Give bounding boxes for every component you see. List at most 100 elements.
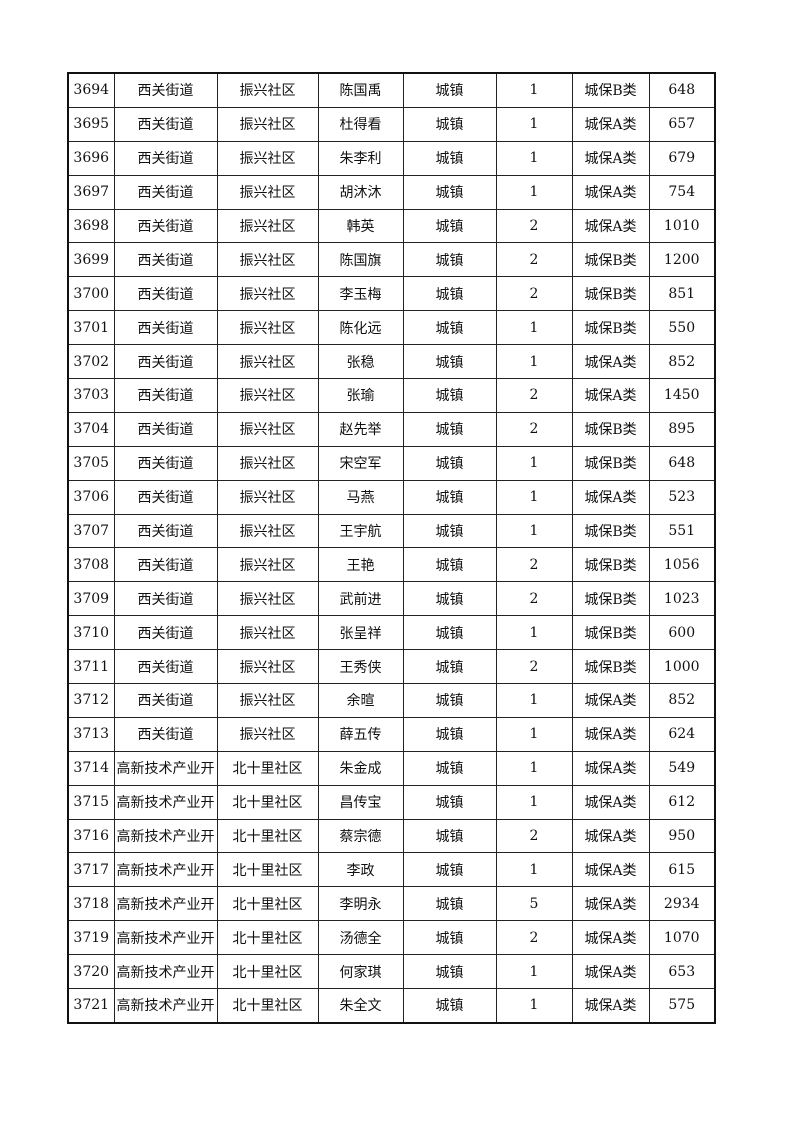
cell-amount: 852 xyxy=(648,344,716,380)
cell-row-number: 3716 xyxy=(67,818,115,854)
cell-household-size: 1 xyxy=(495,106,573,142)
cell-name: 朱金成 xyxy=(317,750,404,786)
cell-category: 城保B类 xyxy=(571,445,650,481)
cell-row-number: 3699 xyxy=(67,242,115,278)
cell-street: 西关街道 xyxy=(113,344,218,380)
cell-area-type: 城镇 xyxy=(402,140,497,176)
cell-community: 北十里社区 xyxy=(216,954,319,990)
table-row: 3710 西关街道 振兴社区 张呈祥 城镇 1 城保B类 600 xyxy=(67,615,716,651)
cell-area-type: 城镇 xyxy=(402,581,497,617)
cell-amount: 648 xyxy=(648,445,716,481)
table-row: 3712 西关街道 振兴社区 余暄 城镇 1 城保A类 852 xyxy=(67,683,716,718)
cell-amount: 2934 xyxy=(648,886,716,922)
cell-community: 振兴社区 xyxy=(216,649,319,685)
cell-community: 振兴社区 xyxy=(216,378,319,413)
cell-household-size: 5 xyxy=(495,886,573,922)
cell-community: 振兴社区 xyxy=(216,581,319,617)
cell-street: 高新技术产业开 xyxy=(113,954,218,990)
cell-row-number: 3706 xyxy=(67,479,115,515)
cell-category: 城保A类 xyxy=(571,852,650,888)
cell-row-number: 3703 xyxy=(67,378,115,413)
cell-row-number: 3713 xyxy=(67,716,115,752)
table-row: 3697 西关街道 振兴社区 胡沐沐 城镇 1 城保A类 754 xyxy=(67,174,716,210)
cell-amount: 1023 xyxy=(648,581,716,617)
cell-area-type: 城镇 xyxy=(402,818,497,854)
cell-name: 武前进 xyxy=(317,581,404,617)
cell-street: 西关街道 xyxy=(113,208,218,244)
cell-street: 西关街道 xyxy=(113,411,218,447)
cell-category: 城保A类 xyxy=(571,716,650,752)
cell-name: 昌传宝 xyxy=(317,784,404,820)
cell-street: 西关街道 xyxy=(113,547,218,583)
cell-community: 北十里社区 xyxy=(216,886,319,922)
cell-street: 西关街道 xyxy=(113,581,218,617)
cell-street: 高新技术产业开 xyxy=(113,852,218,888)
cell-household-size: 1 xyxy=(495,716,573,752)
cell-area-type: 城镇 xyxy=(402,547,497,583)
cell-street: 西关街道 xyxy=(113,479,218,515)
cell-category: 城保B类 xyxy=(571,276,650,312)
cell-row-number: 3719 xyxy=(67,920,115,956)
cell-street: 高新技术产业开 xyxy=(113,886,218,922)
cell-row-number: 3704 xyxy=(67,411,115,447)
cell-amount: 851 xyxy=(648,276,716,312)
cell-household-size: 1 xyxy=(495,344,573,380)
cell-category: 城保A类 xyxy=(571,106,650,142)
cell-amount: 551 xyxy=(648,513,716,549)
table-row: 3704 西关街道 振兴社区 赵先举 城镇 2 城保B类 895 xyxy=(67,411,716,447)
cell-community: 振兴社区 xyxy=(216,411,319,447)
cell-household-size: 1 xyxy=(495,513,573,549)
cell-category: 城保B类 xyxy=(571,649,650,685)
cell-community: 振兴社区 xyxy=(216,344,319,380)
cell-street: 西关街道 xyxy=(113,649,218,685)
cell-area-type: 城镇 xyxy=(402,174,497,210)
cell-street: 西关街道 xyxy=(113,310,218,346)
cell-amount: 1450 xyxy=(648,378,716,413)
table-row: 3701 西关街道 振兴社区 陈化远 城镇 1 城保B类 550 xyxy=(67,310,716,346)
cell-row-number: 3702 xyxy=(67,344,115,380)
table-row: 3711 西关街道 振兴社区 王秀侠 城镇 2 城保B类 1000 xyxy=(67,649,716,685)
cell-category: 城保B类 xyxy=(571,581,650,617)
table-body: 3694 西关街道 振兴社区 陈国禹 城镇 1 城保B类 648 3695 西关街道 振兴社区 杜得看… xyxy=(67,72,716,1024)
cell-street: 西关街道 xyxy=(113,174,218,210)
cell-category: 城保A类 xyxy=(571,479,650,515)
cell-area-type: 城镇 xyxy=(402,852,497,888)
cell-community: 振兴社区 xyxy=(216,106,319,142)
cell-area-type: 城镇 xyxy=(402,276,497,312)
cell-area-type: 城镇 xyxy=(402,784,497,820)
cell-area-type: 城镇 xyxy=(402,411,497,447)
cell-amount: 653 xyxy=(648,954,716,990)
cell-name: 李玉梅 xyxy=(317,276,404,312)
table-row: 3708 西关街道 振兴社区 王艳 城镇 2 城保B类 1056 xyxy=(67,547,716,583)
cell-amount: 615 xyxy=(648,852,716,888)
cell-area-type: 城镇 xyxy=(402,716,497,752)
cell-name: 朱李利 xyxy=(317,140,404,176)
cell-household-size: 2 xyxy=(495,208,573,244)
cell-household-size: 1 xyxy=(495,750,573,786)
cell-amount: 852 xyxy=(648,683,716,718)
cell-household-size: 1 xyxy=(495,852,573,888)
cell-area-type: 城镇 xyxy=(402,683,497,718)
cell-community: 振兴社区 xyxy=(216,310,319,346)
cell-street: 西关街道 xyxy=(113,716,218,752)
cell-row-number: 3721 xyxy=(67,988,115,1024)
cell-amount: 950 xyxy=(648,818,716,854)
cell-community: 振兴社区 xyxy=(216,683,319,718)
cell-community: 振兴社区 xyxy=(216,174,319,210)
cell-amount: 600 xyxy=(648,615,716,651)
cell-area-type: 城镇 xyxy=(402,310,497,346)
cell-area-type: 城镇 xyxy=(402,344,497,380)
cell-category: 城保B类 xyxy=(571,615,650,651)
cell-area-type: 城镇 xyxy=(402,954,497,990)
cell-category: 城保A类 xyxy=(571,140,650,176)
cell-household-size: 2 xyxy=(495,649,573,685)
cell-community: 北十里社区 xyxy=(216,750,319,786)
cell-amount: 1200 xyxy=(648,242,716,278)
cell-street: 高新技术产业开 xyxy=(113,988,218,1024)
cell-amount: 679 xyxy=(648,140,716,176)
cell-row-number: 3711 xyxy=(67,649,115,685)
table-row: 3694 西关街道 振兴社区 陈国禹 城镇 1 城保B类 648 xyxy=(67,72,716,108)
cell-category: 城保A类 xyxy=(571,378,650,413)
cell-amount: 624 xyxy=(648,716,716,752)
cell-amount: 754 xyxy=(648,174,716,210)
